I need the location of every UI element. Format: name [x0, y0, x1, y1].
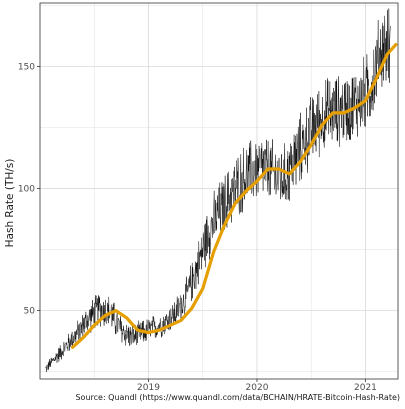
y-axis-ticks: 50 100 150 — [18, 62, 40, 317]
panel-border — [39, 2, 399, 380]
x-tick-label: 2021 — [354, 383, 377, 393]
chart-caption: Source: Quandl (https://www.quandl.com/d… — [75, 393, 400, 402]
daily-hash-rate-line — [45, 8, 391, 373]
smoothed-series-layer — [70, 42, 398, 349]
x-tick-label: 2019 — [137, 383, 160, 393]
y-tick-label: 50 — [24, 307, 36, 317]
smoothed-hash-rate-line — [70, 42, 398, 349]
x-tick-label: 2020 — [246, 383, 269, 393]
raw-series-layer — [45, 8, 391, 373]
y-tick-label: 150 — [18, 62, 35, 72]
x-axis-ticks: 2019 2020 2021 — [137, 379, 377, 393]
y-axis-title: Hash Rate (TH/s) — [4, 159, 16, 248]
y-tick-label: 100 — [18, 185, 35, 195]
